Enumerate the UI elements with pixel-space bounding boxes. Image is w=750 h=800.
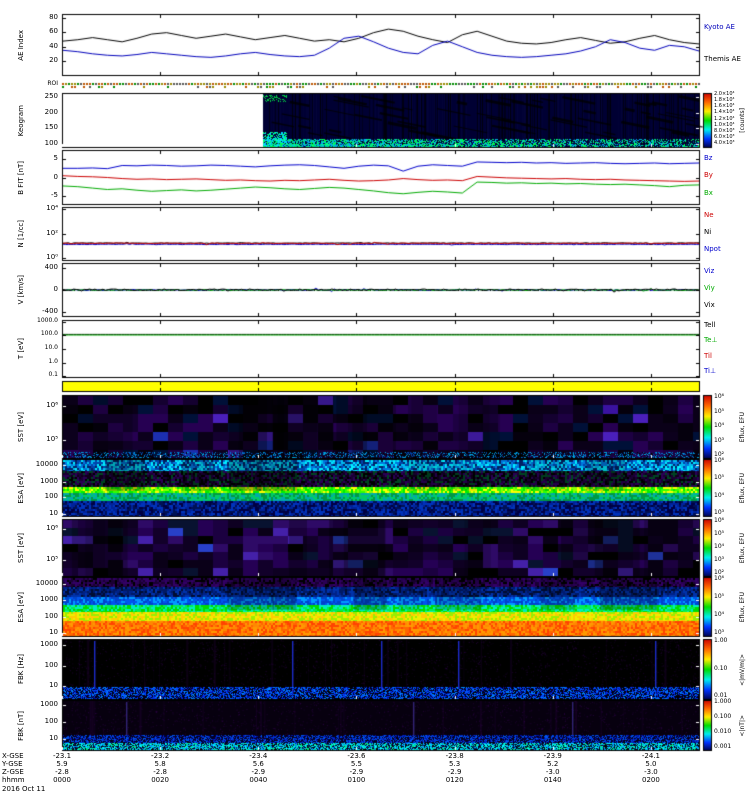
plot-canvas <box>0 0 750 800</box>
